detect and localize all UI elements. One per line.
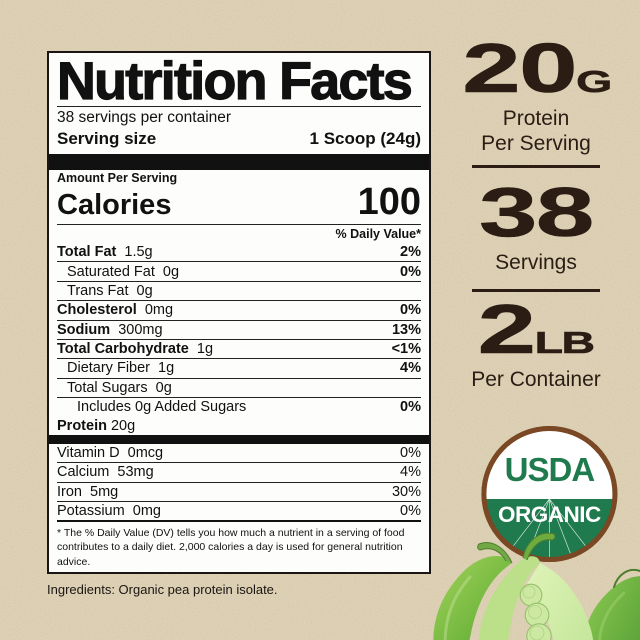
svg-text:ORGANIC: ORGANIC (498, 502, 601, 527)
svg-text:USDA: USDA (505, 451, 595, 488)
